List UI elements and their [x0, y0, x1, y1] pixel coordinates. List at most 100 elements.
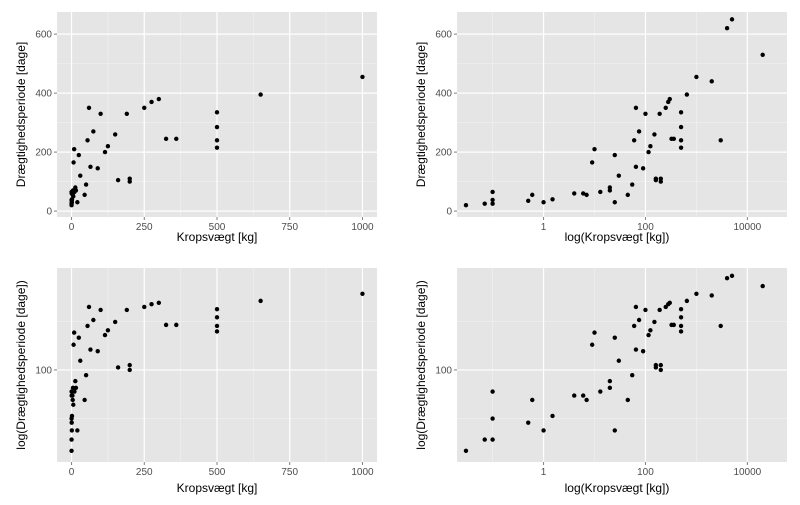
data-point	[667, 300, 672, 306]
data-point	[657, 307, 662, 313]
data-point	[83, 373, 89, 378]
panel-top-left-x-axis-title: Kropsvægt [kg]	[177, 230, 258, 244]
data-point	[616, 173, 622, 178]
data-point	[643, 307, 648, 313]
data-point	[541, 428, 546, 433]
data-point	[69, 413, 75, 419]
data-point	[71, 146, 77, 152]
panel-top-left-grid	[57, 12, 377, 217]
data-point	[658, 362, 663, 368]
data-point	[88, 164, 93, 170]
data-point	[572, 393, 577, 398]
data-point	[73, 378, 78, 384]
data-point	[598, 389, 603, 394]
data-point	[490, 437, 495, 442]
data-point	[490, 197, 495, 203]
data-point	[115, 365, 121, 370]
panel-top-right-ticks: 1 100 10000 0 200 400 600	[435, 30, 761, 233]
data-point	[678, 145, 684, 150]
y-tick-label: 100	[435, 365, 452, 376]
data-point	[86, 105, 92, 111]
data-point	[142, 105, 147, 111]
data-point	[663, 304, 668, 310]
data-point	[694, 74, 699, 80]
data-point	[718, 138, 723, 143]
data-point	[98, 307, 103, 313]
panel-top-left-points	[69, 74, 365, 208]
panel-top-right-points	[463, 17, 765, 208]
data-point	[612, 152, 617, 158]
data-point	[214, 124, 220, 130]
data-point	[550, 413, 555, 419]
data-point	[91, 317, 96, 323]
data-point	[71, 330, 77, 335]
data-point	[663, 105, 668, 111]
data-point	[607, 378, 613, 384]
data-point	[482, 201, 487, 206]
y-tick-label: 100	[35, 365, 52, 376]
data-point	[581, 191, 586, 196]
data-point	[581, 393, 586, 398]
data-point	[214, 110, 220, 115]
panel-bottom-left-grid	[57, 268, 377, 462]
data-point	[526, 198, 531, 203]
data-point	[760, 283, 765, 289]
data-point	[174, 136, 179, 142]
panel-bottom-right-ticks: 1 100 10000 100	[435, 365, 761, 478]
data-point	[678, 329, 684, 334]
data-point	[463, 203, 469, 208]
data-point	[124, 111, 130, 116]
data-point	[214, 145, 220, 150]
data-point	[658, 176, 663, 181]
data-point	[652, 132, 657, 137]
data-point	[156, 96, 162, 102]
data-point	[214, 306, 220, 312]
data-point	[72, 389, 77, 394]
data-point	[633, 347, 639, 352]
data-point	[163, 322, 169, 328]
data-point	[102, 332, 108, 338]
panel-top-left-y-axis-title: Drægtighedsperiode [dage]	[14, 42, 28, 187]
data-point	[760, 52, 765, 57]
panel-bottom-left: 0 250 500 750 1000 100 Kropsvægt [kg] log(Dræ…	[14, 268, 377, 495]
panel-bottom-left-points	[69, 291, 365, 453]
data-point	[631, 138, 637, 143]
data-point	[112, 319, 118, 325]
x-tick-label: 1000	[351, 222, 374, 233]
data-point	[127, 176, 132, 181]
data-point	[646, 149, 651, 155]
data-point	[598, 189, 603, 195]
data-point	[95, 349, 100, 354]
data-point	[648, 328, 653, 333]
data-point	[214, 315, 220, 320]
data-point	[694, 291, 699, 296]
data-point	[174, 322, 179, 328]
data-point	[648, 144, 653, 149]
data-point	[671, 136, 676, 142]
data-point	[214, 323, 220, 329]
data-point	[71, 160, 76, 165]
data-point	[526, 420, 531, 425]
x-tick-label: 0	[69, 222, 75, 233]
data-point	[75, 428, 80, 433]
data-point	[76, 335, 82, 340]
data-point	[653, 176, 659, 181]
x-tick-label: 250	[136, 467, 153, 478]
data-point	[630, 182, 635, 187]
x-tick-label: 500	[209, 467, 226, 478]
data-point	[463, 448, 469, 453]
panel-top-left-ticks: 0 250 500 750 1000 0 200 400 600	[35, 30, 374, 233]
data-point	[584, 192, 589, 198]
data-point	[105, 328, 111, 333]
data-point	[657, 111, 662, 116]
x-tick-label: 100	[637, 467, 654, 478]
data-point	[612, 335, 617, 340]
data-point	[490, 189, 495, 195]
data-point	[142, 304, 147, 310]
data-point	[73, 385, 79, 391]
data-point	[612, 428, 617, 433]
data-point	[73, 188, 79, 193]
data-point	[112, 132, 118, 137]
